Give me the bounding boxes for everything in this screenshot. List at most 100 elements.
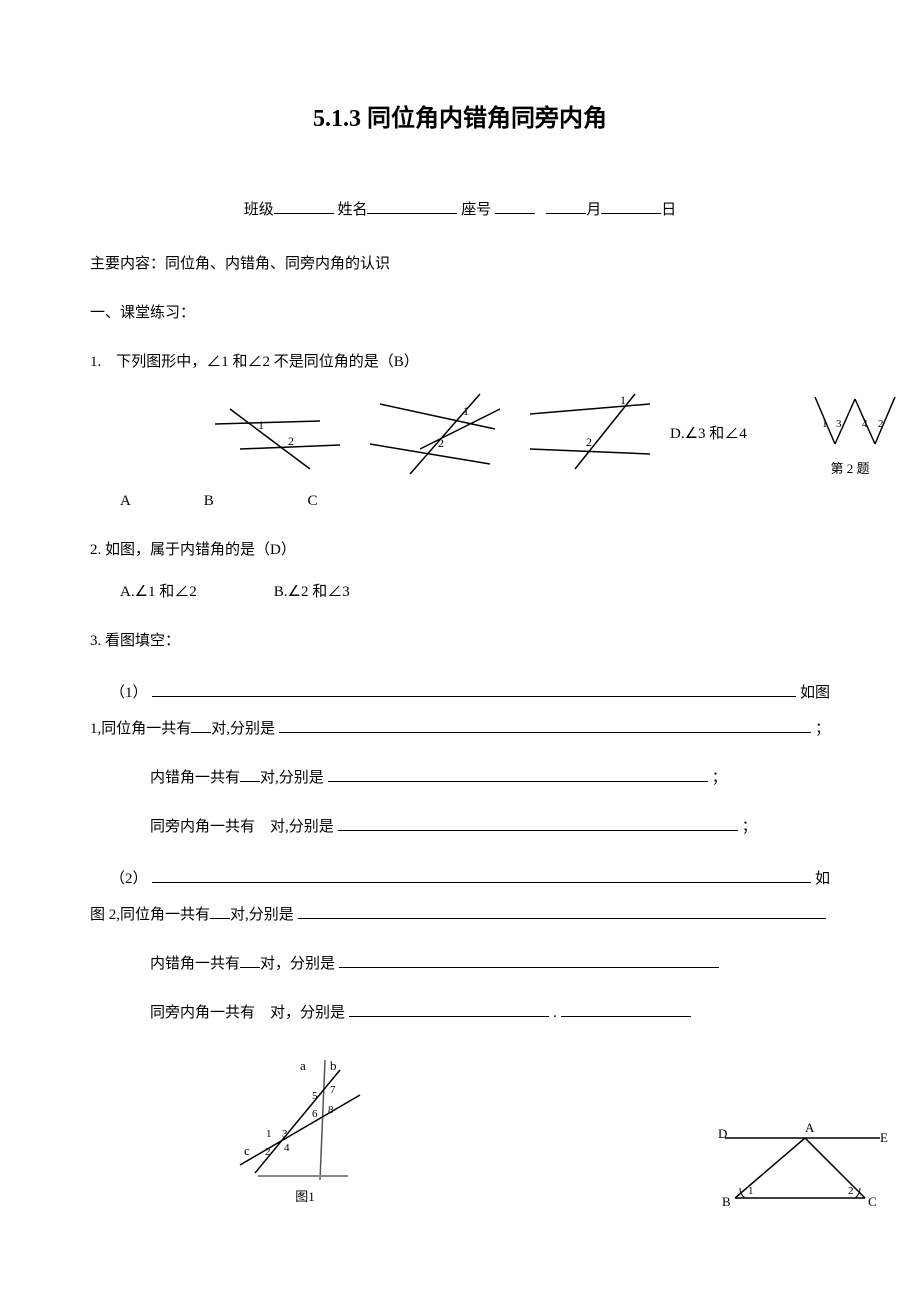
q1-optD: D.∠3 和∠4 xyxy=(670,422,747,446)
q3-1-list3[interactable] xyxy=(338,816,738,831)
q3-1-line4-mid: 对,分别是 xyxy=(270,815,334,839)
figure-1-wrap: a b c 7 5 8 6 1 3 2 4 图1 xyxy=(230,1055,380,1208)
semi2: ； xyxy=(712,766,727,790)
q3-2-count1[interactable] xyxy=(210,904,230,919)
q2-figure-caption: 第 2 题 xyxy=(800,459,900,480)
q3-1-line3-mid: 对,分别是 xyxy=(260,766,324,790)
q3-2-line4-prefix: 同旁内角一共有 xyxy=(150,1001,255,1025)
bottom-figures: a b c 7 5 8 6 1 3 2 4 图1 xyxy=(90,1055,830,1208)
svg-text:1: 1 xyxy=(822,418,828,430)
question-2: 2. 如图，属于内错角的是（D） A.∠1 和∠2 B.∠2 和∠3 xyxy=(90,538,830,604)
q3-2-list3a[interactable] xyxy=(349,1002,549,1017)
svg-text:D: D xyxy=(718,1126,727,1141)
semi1: ； xyxy=(815,717,830,741)
q1-text: 下列图形中，∠1 和∠2 不是同位角的是（B） xyxy=(116,354,419,370)
q1-optB: B xyxy=(204,489,304,513)
figure-1-caption: 图1 xyxy=(230,1187,380,1208)
figure-1: a b c 7 5 8 6 1 3 2 4 xyxy=(230,1055,380,1185)
q3-1-suffix: 如图 xyxy=(800,681,830,705)
q1-options-labels: A B C xyxy=(120,489,830,513)
q3-1-list2[interactable] xyxy=(328,767,708,782)
q3-1-blank1[interactable] xyxy=(152,682,796,697)
svg-text:2: 2 xyxy=(288,434,294,448)
q1-figure-row: 1 2 1 2 1 2 D.∠3 和∠4 xyxy=(210,389,830,479)
svg-text:4: 4 xyxy=(284,1142,290,1154)
svg-text:1: 1 xyxy=(748,1185,754,1197)
q3-2-line3: 内错角一共有 对，分别是 xyxy=(150,952,830,976)
class-label: 班级 xyxy=(244,202,274,218)
q3-1-line3-prefix: 内错角一共有 xyxy=(150,766,240,790)
q3-2-line2: 图 2,同位角一共有 对,分别是 xyxy=(90,903,830,927)
q3-1-list1[interactable] xyxy=(279,718,811,733)
svg-text:4: 4 xyxy=(862,418,868,430)
svg-text:2: 2 xyxy=(586,435,592,449)
q2-optB: B.∠2 和∠3 xyxy=(274,584,350,600)
q3-2-line3-prefix: 内错角一共有 xyxy=(150,952,240,976)
svg-text:3: 3 xyxy=(282,1128,288,1140)
svg-text:5: 5 xyxy=(312,1090,318,1102)
svg-text:2: 2 xyxy=(265,1146,271,1158)
q3-1-line2-mid: 对,分别是 xyxy=(211,717,275,741)
q3-1-line4: 同旁内角一共有 对,分别是 ； xyxy=(150,815,830,839)
q3-2-line2-mid: 对,分别是 xyxy=(230,903,294,927)
content-label: 主要内容：同位角、内错角、同旁内角的认识 xyxy=(90,252,830,276)
q2-figure-wrap: 1 3 4 2 第 2 题 xyxy=(800,389,900,480)
svg-text:1: 1 xyxy=(266,1128,272,1140)
q2-number: 2. xyxy=(90,542,101,558)
svg-text:E: E xyxy=(880,1130,888,1145)
period1: . xyxy=(553,1001,557,1025)
svg-text:B: B xyxy=(722,1194,731,1208)
q3-1-count2[interactable] xyxy=(240,767,260,782)
student-info-line: 班级 姓名 座号 月 日 xyxy=(90,198,830,222)
q3-1-line2-prefix: 1,同位角一共有 xyxy=(90,717,191,741)
q3-number: 3. xyxy=(90,633,101,649)
q1-diagram-c: 1 2 xyxy=(520,389,660,479)
svg-text:2: 2 xyxy=(878,418,884,430)
q3-2-count2[interactable] xyxy=(240,953,260,968)
svg-text:2: 2 xyxy=(848,1185,854,1197)
q3-2-blank1[interactable] xyxy=(152,868,811,883)
svg-text:2: 2 xyxy=(438,436,444,450)
q1-diagram-b: 1 2 xyxy=(360,389,510,479)
seat-blank[interactable] xyxy=(495,199,535,214)
section1-label: 一、课堂练习： xyxy=(90,301,830,325)
svg-text:7: 7 xyxy=(330,1084,336,1096)
seat-label: 座号 xyxy=(461,202,491,218)
q3-2-list3b[interactable] xyxy=(561,1002,691,1017)
svg-text:1: 1 xyxy=(463,404,469,418)
svg-text:3: 3 xyxy=(836,418,842,430)
month-blank[interactable] xyxy=(546,199,586,214)
q3-2-suffix: 如 xyxy=(815,867,830,891)
svg-text:1: 1 xyxy=(258,418,264,432)
q3-2-line1: （2） 如 xyxy=(110,867,830,891)
class-blank[interactable] xyxy=(274,199,334,214)
q3-2-list2[interactable] xyxy=(339,953,719,968)
name-blank[interactable] xyxy=(367,199,457,214)
page-title: 5.1.3 同位角内错角同旁内角 xyxy=(90,100,830,138)
q3-2-list1[interactable] xyxy=(298,904,826,919)
q3-1-line3: 内错角一共有 对,分别是 ； xyxy=(150,766,830,790)
day-blank[interactable] xyxy=(601,199,661,214)
name-label: 姓名 xyxy=(337,202,367,218)
q2-diagram: 1 3 4 2 xyxy=(800,389,900,459)
month-label: 月 xyxy=(586,202,601,218)
q3-1-line1: （1） 如图 xyxy=(110,681,830,705)
q3-2-line4-mid: 对，分别是 xyxy=(270,1001,345,1025)
svg-text:c: c xyxy=(244,1143,250,1158)
q1-optC: C xyxy=(308,489,368,513)
q3-1-prefix: （1） xyxy=(110,681,148,705)
svg-text:6: 6 xyxy=(312,1108,318,1120)
svg-text:C: C xyxy=(868,1194,877,1208)
figure-2: D A E B C 1 2 xyxy=(710,1118,890,1208)
svg-text:A: A xyxy=(805,1120,815,1135)
q3-1-count1[interactable] xyxy=(191,718,211,733)
svg-text:8: 8 xyxy=(328,1104,334,1116)
q3-2-line4: 同旁内角一共有 对，分别是 . xyxy=(150,1001,830,1025)
q3-text: 看图填空： xyxy=(105,633,180,649)
q1-optA: A xyxy=(120,489,200,513)
svg-text:b: b xyxy=(330,1058,337,1073)
q3-1-line2: 1,同位角一共有 对,分别是 ； xyxy=(90,717,830,741)
q3-2-prefix: （2） xyxy=(110,867,148,891)
day-label: 日 xyxy=(661,202,676,218)
q2-text: 如图，属于内错角的是（D） xyxy=(105,542,296,558)
